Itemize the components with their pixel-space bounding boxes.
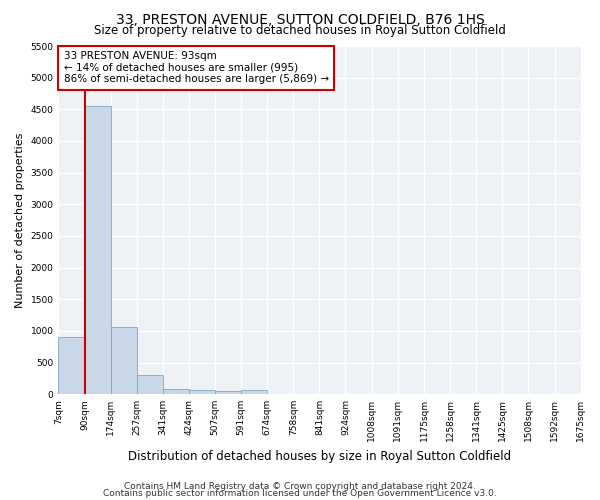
Bar bbox=[110, 327, 137, 394]
Bar bbox=[241, 390, 267, 394]
Bar bbox=[189, 390, 215, 394]
Bar bbox=[58, 337, 85, 394]
Text: 33 PRESTON AVENUE: 93sqm
← 14% of detached houses are smaller (995)
86% of semi-: 33 PRESTON AVENUE: 93sqm ← 14% of detach… bbox=[64, 51, 329, 84]
Bar bbox=[137, 375, 163, 394]
X-axis label: Distribution of detached houses by size in Royal Sutton Coldfield: Distribution of detached houses by size … bbox=[128, 450, 511, 462]
Bar bbox=[215, 390, 241, 394]
Text: Size of property relative to detached houses in Royal Sutton Coldfield: Size of property relative to detached ho… bbox=[94, 24, 506, 37]
Bar bbox=[85, 106, 110, 394]
Text: Contains HM Land Registry data © Crown copyright and database right 2024.: Contains HM Land Registry data © Crown c… bbox=[124, 482, 476, 491]
Bar bbox=[163, 389, 189, 394]
Text: Contains public sector information licensed under the Open Government Licence v3: Contains public sector information licen… bbox=[103, 490, 497, 498]
Text: 33, PRESTON AVENUE, SUTTON COLDFIELD, B76 1HS: 33, PRESTON AVENUE, SUTTON COLDFIELD, B7… bbox=[116, 12, 484, 26]
Y-axis label: Number of detached properties: Number of detached properties bbox=[15, 132, 25, 308]
